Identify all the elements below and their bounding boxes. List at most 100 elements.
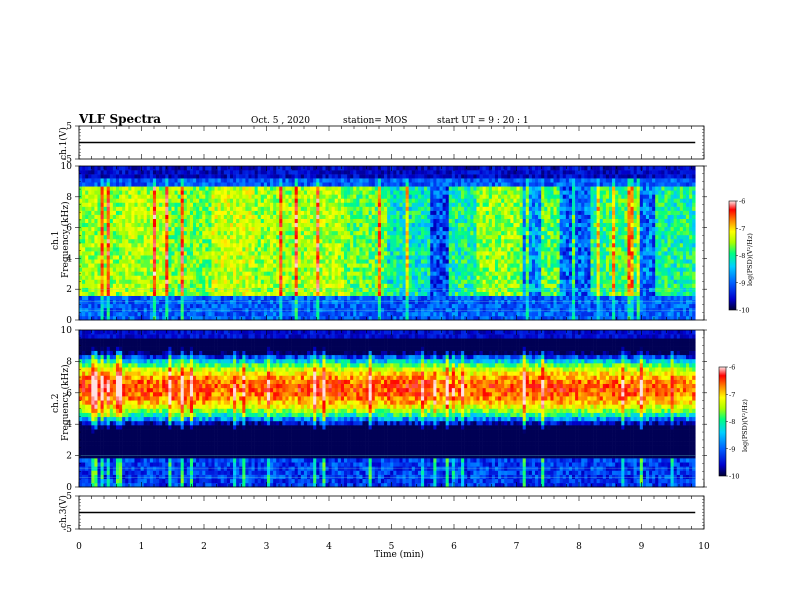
spectrogram-cell (128, 315, 132, 321)
spectrogram-cell (316, 234, 320, 240)
spectrogram-cell (134, 303, 138, 309)
spectrogram-cell (229, 206, 234, 211)
spectrogram-cell (310, 186, 314, 191)
spectrogram-cell (199, 247, 203, 252)
spectrogram-cell (467, 303, 471, 309)
spectrogram-cell (393, 267, 397, 272)
spectrogram-cell (245, 182, 249, 187)
spectrogram-cell (263, 279, 268, 284)
spectrogram-cell (159, 271, 163, 276)
figure-title: VLF Spectra (78, 112, 161, 126)
spectrogram-cell (140, 238, 145, 244)
spectrogram-cell (186, 279, 191, 284)
spectrogram-cell (128, 287, 132, 292)
spectrogram-cell (405, 234, 409, 240)
spectrogram-cell (328, 214, 332, 219)
spectrogram-cell (424, 299, 428, 305)
spectrogram-cell (334, 311, 339, 317)
spectrogram-cell (242, 174, 246, 179)
spectrogram-cell (115, 307, 120, 313)
spectrogram-cell (371, 218, 376, 224)
spectrogram-cell (159, 186, 163, 191)
spectrogram-cell (362, 238, 366, 244)
spectrogram-cell (149, 226, 154, 232)
spectrogram-cell (251, 178, 255, 183)
spectrogram-cell (393, 291, 397, 296)
spectrogram-cell (251, 186, 255, 191)
spectrogram-cell (159, 299, 163, 305)
spectrogram-cell (251, 210, 255, 215)
spectrogram-cell (405, 214, 409, 219)
spectrogram-cell (371, 291, 376, 296)
spectrogram-cell (316, 243, 320, 248)
spectrogram-cell (279, 178, 283, 183)
spectrogram-cell (106, 279, 111, 284)
spectrogram-cell (106, 311, 111, 317)
spectrogram-cell (257, 202, 262, 207)
spectrogram-cell (112, 182, 117, 187)
spectrogram-cell (374, 166, 379, 171)
spectrogram-cell (220, 299, 225, 305)
y-tick-label: 5 (66, 122, 72, 132)
spectrogram-cell (343, 226, 348, 232)
spectrogram-cell (180, 170, 185, 175)
spectrogram-cell (143, 311, 148, 317)
spectrogram-cell (211, 182, 215, 187)
spectrogram-cell (183, 255, 188, 260)
spectrogram-cell (263, 255, 268, 260)
spectrogram-cell (300, 234, 305, 240)
spectrogram-cell (411, 186, 416, 191)
spectrogram-cell (165, 182, 169, 187)
spectrogram-cell (248, 303, 252, 309)
spectrogram-cell (208, 271, 212, 276)
spectrogram-cell (334, 307, 339, 313)
spectrogram-cell (322, 303, 326, 309)
spectrogram-cell (291, 311, 295, 317)
spectrogram-cell (374, 206, 379, 211)
spectrogram-cell (220, 263, 225, 268)
spectrogram-cell (405, 291, 409, 296)
spectrogram-cell (393, 271, 397, 276)
spectrogram-cell (454, 230, 459, 236)
spectrogram-cell (291, 186, 295, 191)
spectrogram-cell (343, 255, 348, 260)
spectrogram-cell (112, 263, 117, 268)
spectrogram-cell (131, 194, 135, 199)
spectrogram-cell (251, 214, 255, 219)
spectrogram-cell (125, 186, 129, 191)
spectrogram-cell (347, 279, 351, 284)
spectrogram-cell (273, 218, 277, 224)
spectrogram-cell (152, 315, 157, 321)
spectrogram-cell (152, 186, 157, 191)
spectrogram-cell (288, 283, 292, 288)
spectrogram-cell (196, 307, 200, 313)
spectrogram-cell (291, 303, 295, 309)
spectrogram-cell (421, 210, 425, 215)
spectrogram-cell (442, 198, 446, 203)
spectrogram-cell (384, 202, 388, 207)
spectrogram-cell (377, 263, 382, 268)
spectrogram-cell (223, 170, 228, 175)
spectrogram-cell (205, 291, 209, 296)
spectrogram-cell (439, 275, 443, 280)
spectrogram-cell (112, 202, 117, 207)
spectrogram-cell (229, 299, 234, 305)
spectrogram-cell (470, 311, 474, 317)
spectrogram-cell (282, 287, 286, 292)
spectrogram-cell (362, 287, 366, 292)
spectrogram-cell (340, 283, 345, 288)
spectrogram-cell (88, 315, 92, 321)
spectrogram-cell (384, 234, 388, 240)
spectrogram-cell (300, 247, 305, 252)
spectrogram-cell (100, 222, 104, 228)
spectrogram-cell (171, 226, 175, 232)
spectrogram-cell (260, 198, 265, 203)
spectrogram-cell (457, 178, 462, 183)
spectrogram-cell (168, 218, 172, 224)
spectrogram-cell (374, 230, 379, 236)
spectrogram-cell (368, 299, 373, 305)
spectrogram-cell (260, 263, 265, 268)
spectrogram-cell (350, 307, 354, 313)
spectrogram-cell (353, 295, 357, 301)
spectrogram-cell (156, 234, 160, 240)
